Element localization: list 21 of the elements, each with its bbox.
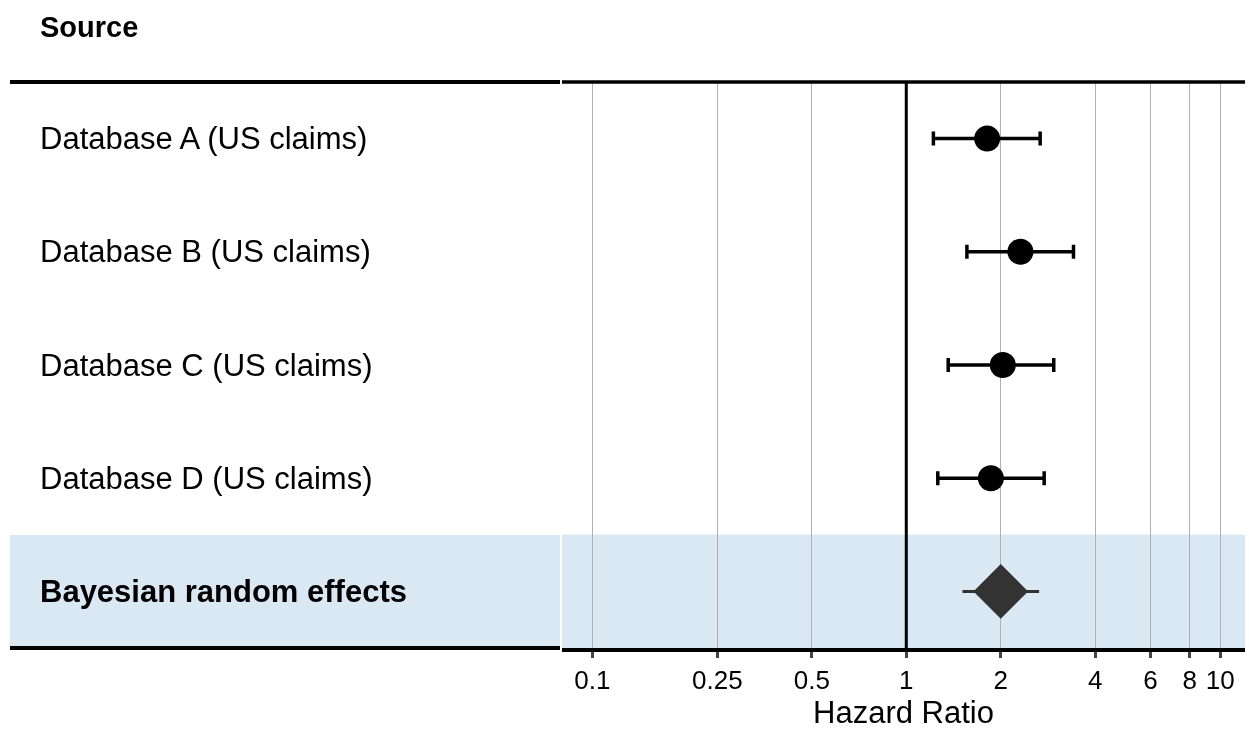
point [989,352,1016,378]
x-tick-label: 0.25 [692,664,743,695]
y-tick-label: Database D (US claims) [40,461,373,496]
point [977,465,1004,492]
x-tick-label: 8 [1182,664,1197,695]
y-tick-label: Database C (US claims) [40,348,373,383]
x-tick-label: 2 [993,664,1008,695]
x-tick-label: 0.5 [793,664,830,695]
y-tick-label: Database B (US claims) [40,234,371,269]
x-tick-label: 6 [1143,664,1158,695]
y-tick-label: Bayesian random effects [40,574,407,609]
point [1007,238,1034,265]
x-tick-label: 10 [1205,664,1235,695]
x-tick-label: 1 [899,664,914,695]
point [973,564,1029,619]
x-tick-label: 4 [1088,664,1103,695]
y-axis-title: Source [40,11,139,43]
point [974,125,1001,152]
y-tick-label: Database A (US claims) [40,121,368,156]
x-axis-title: Hazard Ratio [813,694,994,730]
x-tick-label: 0.1 [574,664,611,695]
